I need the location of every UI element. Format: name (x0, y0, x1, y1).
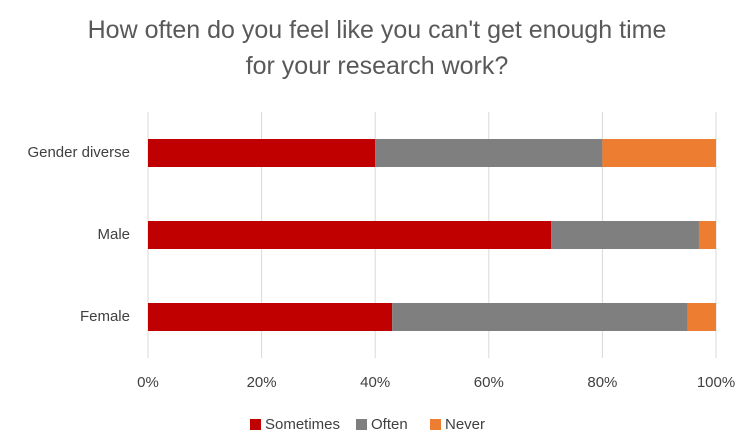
bar-segment (392, 303, 688, 331)
legend-label: Never (445, 416, 485, 433)
legend-swatch (250, 419, 261, 430)
bar-segment (551, 221, 699, 249)
bar-segment (148, 139, 376, 167)
bar-segment (698, 221, 716, 249)
bar-segment (687, 303, 716, 331)
legend-label: Often (371, 416, 408, 433)
bar-segment (602, 139, 716, 167)
legend-swatch (430, 419, 441, 430)
y-tick-label: Gender diverse (27, 144, 130, 161)
legend-label: Sometimes (265, 416, 340, 433)
legend-swatch (356, 419, 367, 430)
bar-segment (148, 221, 552, 249)
x-tick-label: 20% (247, 374, 277, 391)
x-tick-label: 0% (137, 374, 159, 391)
chart-title: How often do you feel like you can't get… (87, 16, 667, 80)
y-tick-label: Male (97, 226, 130, 243)
bar-segment (148, 303, 393, 331)
x-tick-label: 40% (360, 374, 390, 391)
x-tick-label: 60% (474, 374, 504, 391)
x-tick-label: 80% (587, 374, 617, 391)
bar-segment (375, 139, 603, 167)
x-tick-label: 100% (697, 374, 735, 391)
y-tick-label: Female (80, 308, 130, 325)
